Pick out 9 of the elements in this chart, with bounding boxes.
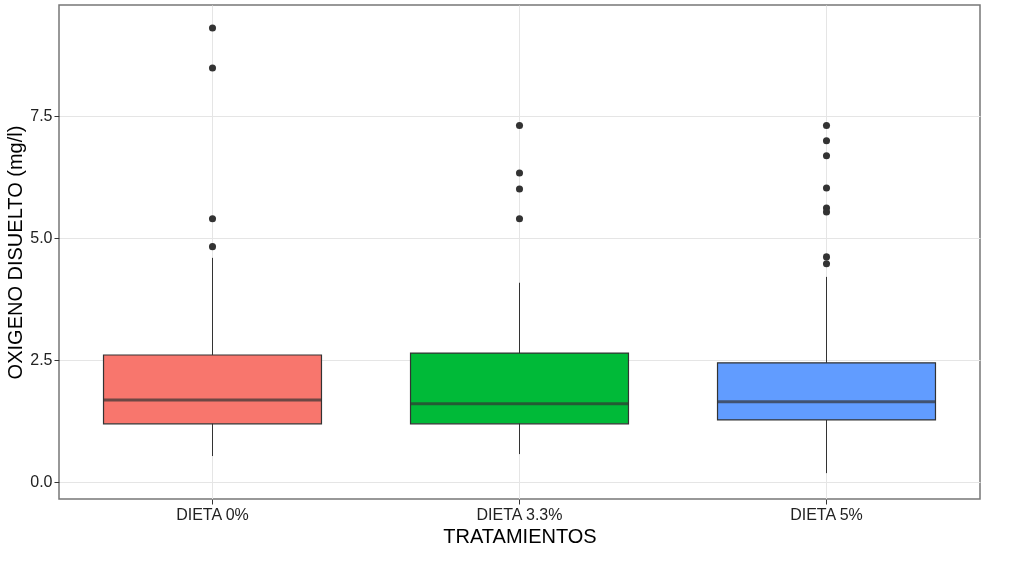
y-tick-label: 5.0 — [30, 229, 53, 247]
y-tick-label: 7.5 — [30, 107, 53, 125]
y-tick-label: 2.5 — [30, 351, 53, 369]
x-tick-label: DIETA 5% — [790, 505, 863, 523]
y-axis-title: OXIGENO DISUELTO (mg/l) — [4, 125, 27, 380]
x-tick-label: DIETA 0% — [176, 505, 249, 523]
x-tick-label: DIETA 3.3% — [476, 505, 563, 523]
x-axis-title: TRATAMIENTOS — [443, 524, 597, 547]
y-tick-label: 0.0 — [30, 473, 53, 491]
